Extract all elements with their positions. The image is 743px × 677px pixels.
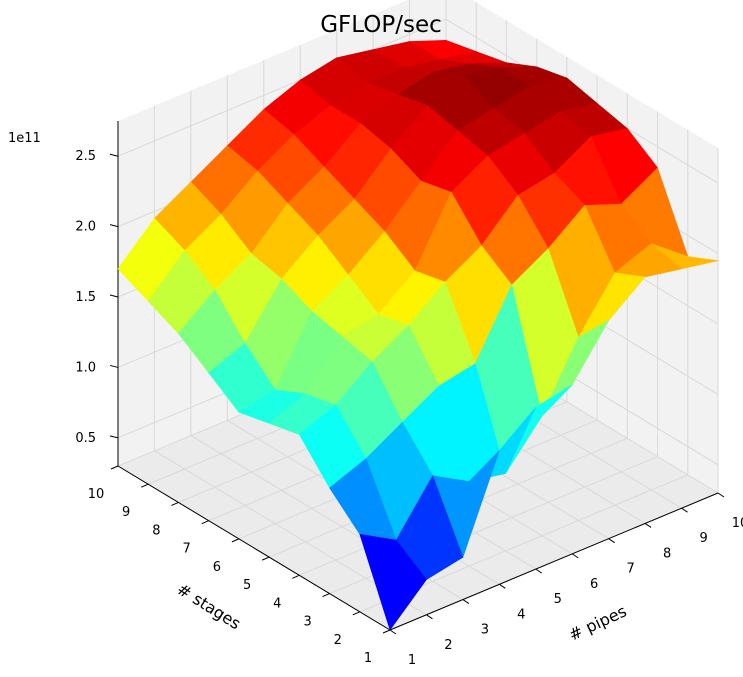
x-tick-label: 3 [481,623,489,638]
x-tick-label: 1 [408,653,416,668]
z-tick-mark [109,435,119,439]
y-tick-mark [322,593,330,598]
y-tick-label: 1 [364,651,372,666]
chart-title: GFLOP/sec [320,12,442,38]
y-tick-label: 10 [88,487,105,502]
x-tick-mark [571,553,579,559]
x-axis-line [389,492,719,631]
z-tick-label: 1.5 [75,290,96,305]
x-tick-label: 2 [444,638,452,653]
y-tick-label: 8 [152,523,160,538]
axis-lines [117,121,719,631]
x-tick-mark [608,538,615,544]
z-tick-mark [109,153,119,157]
y-tick-label: 9 [122,505,130,520]
y-tick-mark [382,629,391,634]
x-tick-label: 4 [517,607,525,622]
x-tick-mark [644,523,652,528]
x-tick-mark [462,599,470,604]
x-tick-mark [535,568,543,574]
x-tick-label: 7 [627,562,635,577]
x-tick-mark [499,583,506,589]
z-tick-mark [109,364,119,368]
z-tick-mark [109,294,119,298]
z-tick-label: 1.0 [75,360,96,375]
y-tick-label: 2 [334,633,342,648]
x-tick-mark [389,629,397,635]
z-tick-label: 2.5 [75,149,96,164]
x-tick-label: 9 [699,531,707,546]
z-offset-label: 1e11 [8,131,41,146]
y-tick-mark [292,574,300,579]
x-tick-label: 5 [554,592,562,607]
y-tick-label: 6 [213,560,221,575]
surface-patch [359,533,427,631]
y-tick-mark [110,465,119,470]
x-tick-label: 10 [732,516,743,531]
y-axis-label: # stages [174,579,244,633]
z-tick-mark [109,224,119,228]
y-gridline [359,129,689,613]
y-tick-label: 3 [303,615,311,630]
y-tick-mark [261,556,270,561]
y-tick-label: 5 [243,578,251,593]
z-tick-label: 0.5 [75,431,96,446]
y-tick-mark [231,538,240,543]
surface [117,39,719,631]
x-tick-mark [717,492,725,498]
y-tick-mark [141,483,149,488]
y-axis-line [117,465,391,631]
x-tick-mark [426,614,433,620]
y-tick-label: 7 [183,542,191,557]
z-tick-label: 2.0 [75,220,96,235]
x-tick-label: 8 [663,546,671,561]
y-tick-mark [171,501,179,506]
x-axis-label: # pipes [566,601,630,644]
y-tick-mark [201,520,209,525]
y-tick-label: 4 [273,596,281,611]
y-tick-mark [352,611,360,616]
x-tick-mark [681,507,688,513]
x-tick-label: 6 [590,577,598,592]
tick-labels: 1 2 3 4 5 6 7 8 9 10 1 2 3 4 5 6 7 8 9 10 0.5 1.0 1.5 2.0 2.5 [75,149,743,668]
